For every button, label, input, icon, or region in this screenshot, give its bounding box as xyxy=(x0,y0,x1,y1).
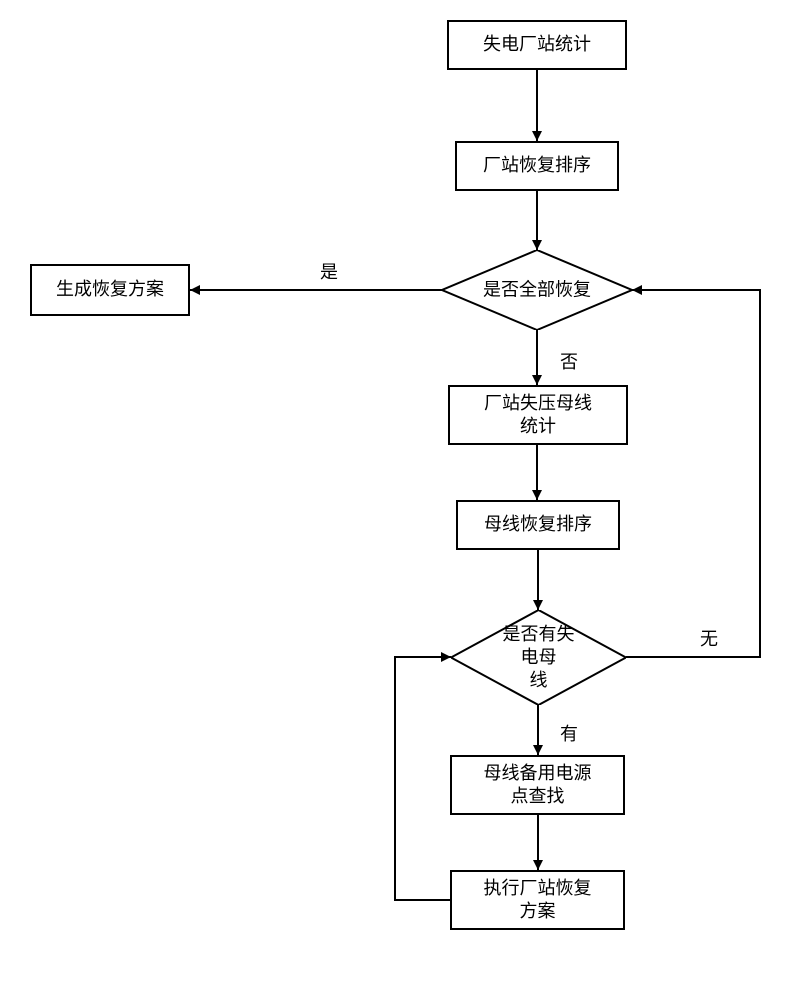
edge-label-none: 无 xyxy=(700,625,718,651)
node-label: 母线恢复排序 xyxy=(484,513,592,536)
node-label: 是否有失电母 线 xyxy=(495,622,583,692)
node-station-statistics: 失电厂站统计 xyxy=(447,20,627,70)
node-label: 母线备用电源 点查找 xyxy=(484,762,592,809)
node-bus-recovery-order: 母线恢复排序 xyxy=(456,500,620,550)
node-label: 生成恢复方案 xyxy=(56,278,164,301)
node-has-lost-bus-decision: 是否有失电母 线 xyxy=(451,610,626,705)
edge-label-yes: 是 xyxy=(320,258,338,284)
node-bus-backup-power-search: 母线备用电源 点查找 xyxy=(450,755,625,815)
node-execute-station-recovery: 执行厂站恢复 方案 xyxy=(450,870,625,930)
node-label: 执行厂站恢复 方案 xyxy=(484,877,592,924)
node-label: 厂站恢复排序 xyxy=(483,154,591,177)
node-all-recovered-decision: 是否全部恢复 xyxy=(442,250,632,330)
node-label: 失电厂站统计 xyxy=(483,33,591,56)
node-station-recovery-order: 厂站恢复排序 xyxy=(455,141,619,191)
node-generate-recovery-plan: 生成恢复方案 xyxy=(30,264,190,316)
node-bus-loss-statistics: 厂站失压母线 统计 xyxy=(448,385,628,445)
edge-label-has: 有 xyxy=(560,720,578,746)
edge-label-no: 否 xyxy=(560,348,578,374)
node-label: 厂站失压母线 统计 xyxy=(484,392,592,439)
connectors-layer xyxy=(0,0,801,1000)
node-label: 是否全部恢复 xyxy=(483,278,591,301)
